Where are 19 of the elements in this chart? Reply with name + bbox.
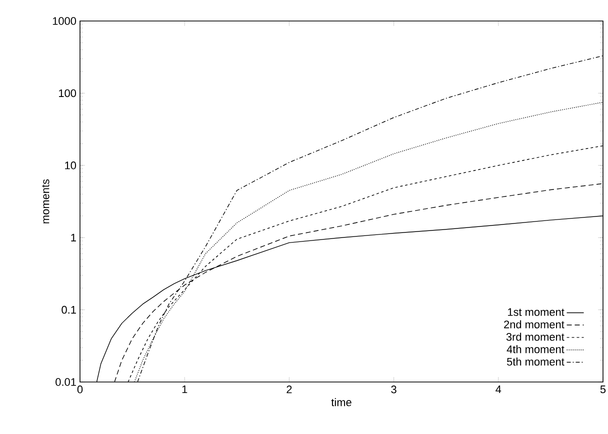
- x-tick-label: 5: [600, 386, 606, 394]
- y-tick-label: 0.1: [62, 306, 76, 314]
- legend-label: 1st moment: [508, 308, 564, 316]
- legend-label: 3rd moment: [506, 332, 564, 341]
- y-tick-label: 0.01: [56, 378, 76, 386]
- y-tick-label: 100: [59, 89, 76, 98]
- x-axis-title: time: [331, 398, 352, 406]
- legend-label: 4th moment: [506, 345, 564, 354]
- legend-label: 2nd moment: [504, 320, 564, 328]
- y-axis-title: moments: [42, 179, 50, 224]
- y-tick-label: 10: [65, 162, 76, 170]
- y-tick-label: 1: [71, 234, 76, 242]
- x-tick-label: 0: [77, 386, 83, 394]
- x-tick-label: 1: [182, 386, 188, 394]
- y-tick-label: 1000: [52, 17, 76, 25]
- legend-label: 5th moment: [506, 358, 564, 366]
- x-tick-label: 3: [391, 386, 396, 394]
- x-tick-label: 4: [496, 386, 502, 394]
- x-tick-label: 2: [286, 386, 292, 394]
